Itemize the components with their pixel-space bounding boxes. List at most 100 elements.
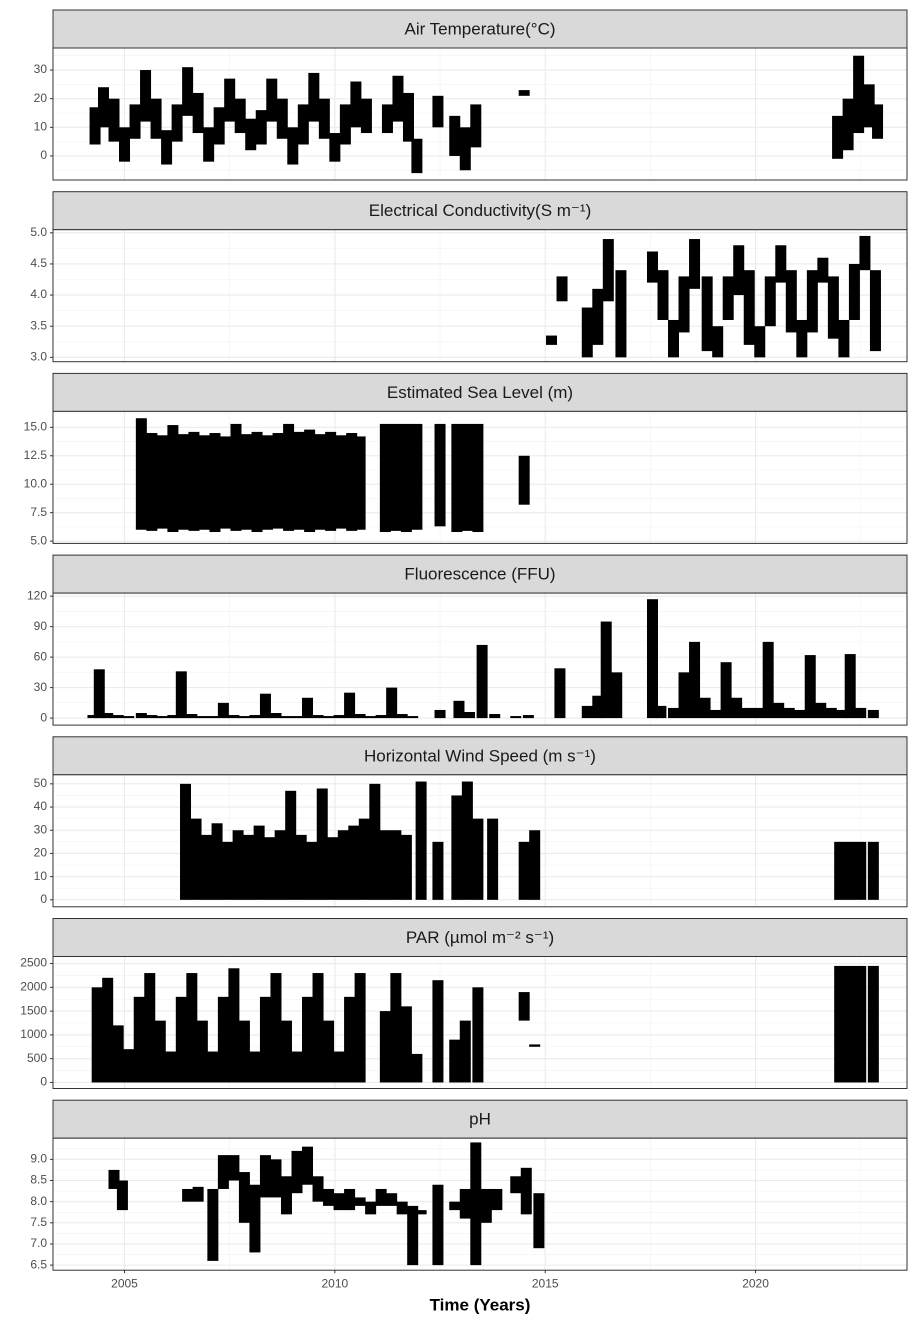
data-range bbox=[415, 781, 427, 900]
data-range bbox=[510, 716, 522, 719]
data-range bbox=[198, 435, 210, 530]
data-range bbox=[135, 713, 147, 719]
y-tick-label: 8.5 bbox=[30, 1173, 47, 1187]
data-range bbox=[238, 1020, 250, 1083]
data-range bbox=[400, 834, 412, 900]
data-range bbox=[432, 841, 444, 900]
data-range bbox=[129, 104, 141, 139]
y-tick-label: 2500 bbox=[20, 956, 47, 970]
data-range bbox=[668, 707, 680, 719]
data-range bbox=[449, 1201, 461, 1211]
data-layer bbox=[108, 1142, 545, 1266]
data-range bbox=[253, 825, 265, 900]
data-range bbox=[280, 1020, 292, 1083]
data-range bbox=[150, 98, 162, 139]
data-range bbox=[390, 830, 402, 900]
data-range bbox=[838, 319, 850, 358]
panel-border bbox=[52, 592, 908, 726]
data-range bbox=[291, 1150, 303, 1194]
data-range bbox=[188, 431, 200, 531]
data-range bbox=[312, 973, 324, 1083]
y-tick-label: 10.0 bbox=[24, 476, 48, 490]
data-range bbox=[842, 98, 854, 151]
data-range bbox=[390, 973, 402, 1083]
data-range bbox=[302, 1146, 314, 1185]
data-range bbox=[167, 425, 179, 533]
data-range bbox=[710, 709, 722, 719]
data-range bbox=[379, 830, 391, 900]
data-range bbox=[529, 830, 541, 900]
y-tick-label: 7.5 bbox=[30, 505, 47, 519]
data-range bbox=[390, 423, 402, 531]
data-range bbox=[230, 423, 242, 531]
data-range bbox=[224, 78, 236, 122]
data-range bbox=[358, 818, 370, 900]
data-range bbox=[752, 707, 764, 719]
data-range bbox=[333, 1193, 345, 1211]
data-range bbox=[102, 713, 114, 719]
data-range bbox=[209, 433, 221, 533]
data-range bbox=[491, 1188, 503, 1211]
data-range bbox=[283, 423, 295, 531]
data-range bbox=[249, 1184, 261, 1253]
data-range bbox=[213, 107, 225, 145]
data-range bbox=[228, 968, 240, 1083]
data-range bbox=[470, 1142, 482, 1266]
data-range bbox=[689, 641, 701, 719]
data-range bbox=[762, 641, 774, 719]
data-range bbox=[276, 98, 288, 139]
data-range bbox=[720, 662, 732, 719]
data-range bbox=[712, 326, 724, 358]
data-range bbox=[251, 431, 263, 533]
data-range bbox=[318, 98, 330, 139]
data-range bbox=[161, 130, 173, 165]
data-range bbox=[365, 716, 377, 719]
strip-title: Estimated Sea Level (m) bbox=[387, 383, 573, 402]
data-range bbox=[348, 825, 360, 900]
data-range bbox=[302, 996, 314, 1083]
y-tick-label: 5.0 bbox=[30, 533, 47, 547]
data-range bbox=[510, 1176, 522, 1194]
data-range bbox=[243, 834, 255, 900]
data-range bbox=[855, 965, 867, 1083]
data-range bbox=[794, 709, 806, 719]
y-tick-label: 40 bbox=[34, 799, 48, 813]
data-range bbox=[827, 276, 839, 339]
data-range bbox=[264, 837, 276, 900]
data-range bbox=[592, 695, 604, 719]
data-range bbox=[581, 705, 593, 719]
data-range bbox=[97, 87, 109, 128]
data-range bbox=[449, 115, 461, 156]
data-range bbox=[832, 115, 844, 159]
data-range bbox=[581, 307, 593, 358]
data-range bbox=[211, 823, 223, 900]
data-range bbox=[323, 1188, 335, 1206]
data-range bbox=[360, 98, 372, 134]
data-range bbox=[182, 1188, 194, 1202]
data-range bbox=[232, 830, 244, 900]
data-range bbox=[280, 1176, 292, 1215]
data-range bbox=[234, 98, 246, 134]
data-range bbox=[316, 788, 328, 900]
strip-background bbox=[52, 736, 908, 776]
strip-background bbox=[52, 191, 908, 231]
strip-title: Electrical Conductivity(S m⁻¹) bbox=[369, 201, 591, 220]
data-range bbox=[270, 973, 282, 1083]
data-range bbox=[396, 1201, 408, 1215]
data-range bbox=[93, 669, 105, 719]
data-range bbox=[855, 707, 867, 719]
data-range bbox=[259, 996, 271, 1083]
data-range bbox=[369, 783, 381, 900]
data-range bbox=[274, 830, 286, 900]
y-tick-label: 0 bbox=[40, 1075, 47, 1089]
data-range bbox=[87, 715, 99, 719]
data-range bbox=[175, 671, 187, 719]
data-range bbox=[192, 92, 204, 134]
data-range bbox=[518, 455, 530, 505]
y-tick-label: 50 bbox=[34, 776, 48, 790]
y-tick-label: 30 bbox=[34, 62, 48, 76]
data-range bbox=[325, 431, 337, 531]
strip-title: PAR (µmol m⁻² s⁻¹) bbox=[406, 928, 554, 947]
